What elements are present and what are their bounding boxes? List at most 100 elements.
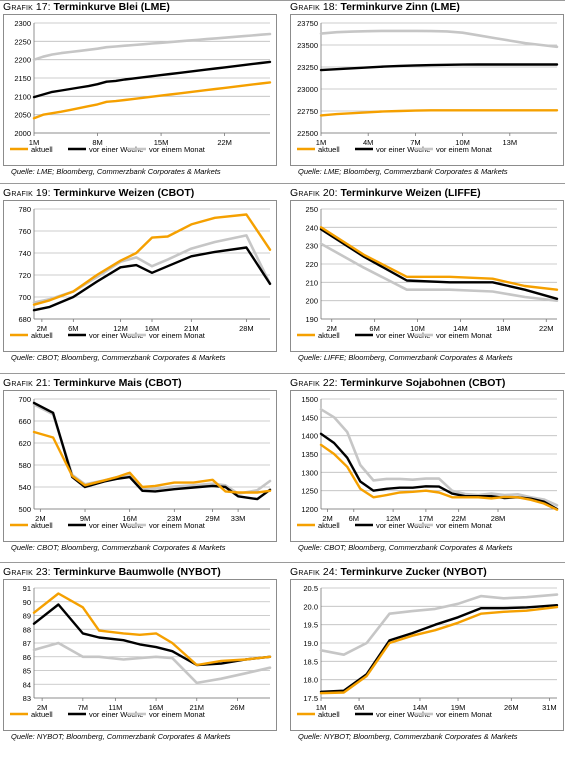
x-tick-label: 2M — [327, 324, 337, 333]
legend-label-monat: vor einem Monat — [149, 331, 206, 340]
chart-title: Grafik 17: Terminkurve Blei (LME) — [3, 1, 170, 13]
series-line-aktuell — [32, 81, 272, 120]
series-line-monat — [32, 32, 272, 62]
x-tick-label: 1M — [316, 138, 326, 147]
y-tick-label: 86 — [23, 653, 31, 662]
y-tick-label: 85 — [23, 667, 31, 676]
y-tick-label: 210 — [305, 278, 318, 287]
y-tick-label: 20.0 — [303, 602, 318, 611]
legend-label-aktuell: aktuell — [31, 710, 53, 719]
x-tick-label: 19M — [451, 703, 466, 712]
chart-source: Quelle: CBOT; Bloomberg, Commerzbank Cor… — [11, 543, 226, 552]
chart-number: 19: — [35, 187, 51, 199]
chart-name: Terminkurve Weizen (LIFFE) — [340, 187, 481, 199]
y-tick-label: 230 — [305, 242, 318, 251]
chart-panel: Grafik 20: Terminkurve Weizen (LIFFE) 190… — [290, 187, 565, 367]
y-tick-label: 19.0 — [303, 639, 318, 648]
series-line-aktuell — [32, 430, 272, 494]
chart-svg: 190 200 210 220 230 240 250 2M 6M 10M 14M 18M 22M akt… — [297, 205, 559, 340]
y-tick-label: 18.0 — [303, 676, 318, 685]
chart-prefix: Grafik — [290, 1, 320, 13]
y-tick-label: 540 — [18, 483, 31, 492]
y-tick-label: 720 — [18, 271, 31, 280]
chart-source: Quelle: LME; Bloomberg, Commerzbank Corp… — [298, 167, 508, 176]
chart-number: 18: — [322, 1, 338, 13]
y-tick-label: 83 — [23, 694, 31, 703]
chart-number: 23: — [35, 566, 51, 578]
y-tick-label: 87 — [23, 639, 31, 648]
y-tick-label: 780 — [18, 205, 31, 214]
chart-frame: 190 200 210 220 230 240 250 2M 6M 10M 14M 18M 22M akt… — [290, 200, 564, 352]
legend-label-monat: vor einem Monat — [149, 521, 206, 530]
x-tick-label: 16M — [122, 514, 137, 523]
y-tick-label: 1300 — [301, 468, 318, 477]
x-tick-label: 22M — [539, 324, 554, 333]
x-tick-label: 7M — [78, 703, 88, 712]
y-tick-label: 23750 — [297, 19, 318, 28]
x-tick-label: 9M — [80, 514, 90, 523]
legend-label-aktuell: aktuell — [318, 710, 340, 719]
chart-number: 22: — [322, 377, 338, 389]
chart-svg: 2000 2050 2100 2150 2200 2250 2300 1M 8M 15M 22M ak… — [10, 19, 272, 154]
chart-title: Grafik 18: Terminkurve Zinn (LME) — [290, 1, 460, 13]
chart-name: Terminkurve Blei (LME) — [53, 1, 170, 13]
y-tick-label: 22500 — [297, 129, 318, 138]
chart-svg: 500 540 580 620 660 700 2M 9M 16M 23M 29M 33M aktuel… — [10, 395, 272, 530]
chart-title: Grafik 21: Terminkurve Mais (CBOT) — [3, 377, 182, 389]
chart-title: Grafik 19: Terminkurve Weizen (CBOT) — [3, 187, 194, 199]
x-tick-label: 6M — [349, 514, 359, 523]
chart-prefix: Grafik — [3, 187, 33, 199]
chart-number: 20: — [322, 187, 338, 199]
chart-prefix: Grafik — [3, 1, 33, 13]
divider — [0, 562, 565, 563]
x-tick-label: 1M — [316, 703, 326, 712]
chart-number: 17: — [35, 1, 51, 13]
y-tick-label: 17.5 — [303, 694, 318, 703]
y-tick-label: 23500 — [297, 41, 318, 50]
y-tick-label: 2250 — [14, 37, 31, 46]
x-tick-label: 18M — [496, 324, 511, 333]
chart-name: Terminkurve Sojabohnen (CBOT) — [340, 377, 506, 389]
series-line-monat — [319, 29, 559, 49]
x-tick-label: 29M — [205, 514, 220, 523]
chart-svg: 17.5 18.0 18.5 19.0 19.5 20.0 20.5 1M 6M 14M 19M 26… — [297, 584, 559, 719]
series-line-woche — [319, 228, 559, 301]
y-tick-label: 2300 — [14, 19, 31, 28]
chart-svg: 680 700 720 740 760 780 2M 6M 12M 16M 21M 28M aktuel… — [10, 205, 272, 340]
y-tick-label: 620 — [18, 439, 31, 448]
x-tick-label: 10M — [455, 138, 470, 147]
y-tick-label: 2200 — [14, 56, 31, 65]
x-tick-label: 16M — [149, 703, 164, 712]
series-line-woche — [32, 60, 272, 99]
y-tick-label: 18.5 — [303, 657, 318, 666]
series-line-aktuell — [319, 226, 559, 291]
chart-panel: Grafik 18: Terminkurve Zinn (LME) 22500 22… — [290, 1, 565, 181]
chart-frame: 500 540 580 620 660 700 2M 9M 16M 23M 29M 33M aktuel… — [3, 390, 277, 542]
y-tick-label: 1250 — [301, 487, 318, 496]
y-tick-label: 1350 — [301, 450, 318, 459]
chart-panel: Grafik 22: Terminkurve Sojabohnen (CBOT)… — [290, 377, 565, 557]
chart-svg: 1200 1250 1300 1350 1400 1450 1500 2M 6M 12M 17M 22… — [297, 395, 559, 530]
legend-label-monat: vor einem Monat — [149, 710, 206, 719]
y-tick-label: 23000 — [297, 85, 318, 94]
y-tick-label: 240 — [305, 223, 318, 232]
legend-label-aktuell: aktuell — [31, 145, 53, 154]
legend-label-monat: vor einem Monat — [436, 331, 493, 340]
y-tick-label: 20.5 — [303, 584, 318, 593]
chart-name: Terminkurve Zinn (LME) — [340, 1, 460, 13]
x-tick-label: 22M — [217, 138, 232, 147]
y-tick-label: 19.5 — [303, 621, 318, 630]
legend-label-woche: vor einer Woche — [89, 710, 143, 719]
divider — [0, 0, 565, 1]
y-tick-label: 2000 — [14, 129, 31, 138]
chart-name: Terminkurve Weizen (CBOT) — [53, 187, 195, 199]
legend-label-aktuell: aktuell — [31, 521, 53, 530]
y-tick-label: 1400 — [301, 432, 318, 441]
chart-panel: Grafik 17: Terminkurve Blei (LME) 2000 205… — [3, 1, 278, 181]
series-line-woche — [319, 604, 559, 694]
y-tick-label: 250 — [305, 205, 318, 214]
chart-frame: 2000 2050 2100 2150 2200 2250 2300 1M 8M 15M 22M ak… — [3, 14, 277, 166]
y-tick-label: 91 — [23, 584, 31, 593]
x-tick-label: 26M — [504, 703, 519, 712]
chart-svg: 83 84 85 86 87 88 89 90 91 2M 7M 11M 16M 21M 26M aktuel… — [10, 584, 272, 719]
